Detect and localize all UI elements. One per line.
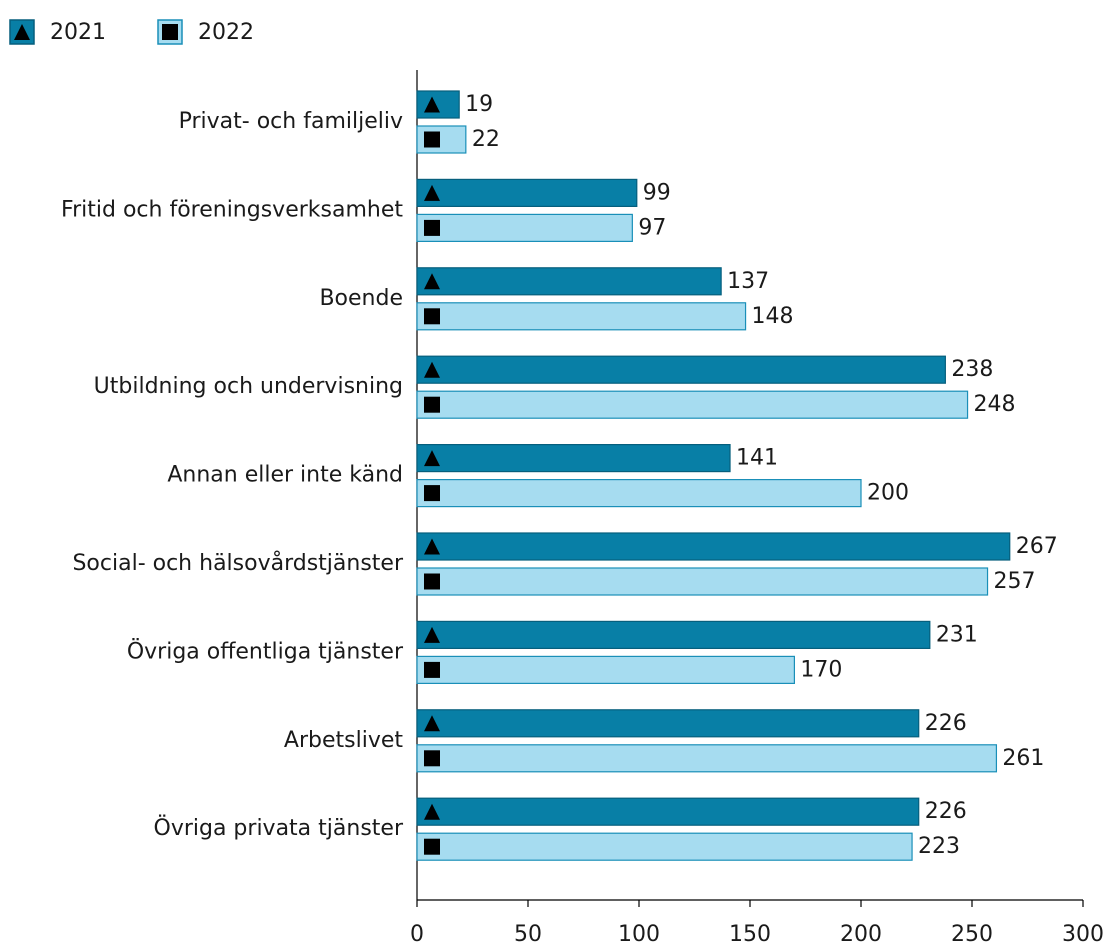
bar — [416, 390, 969, 419]
triangle-icon — [424, 538, 440, 555]
square-icon — [424, 750, 440, 767]
value-label: 231 — [936, 622, 978, 647]
bar — [416, 444, 731, 473]
value-label: 226 — [925, 799, 967, 824]
category-label: Annan eller inte känd — [167, 463, 403, 488]
triangle-icon — [424, 450, 440, 467]
square-icon — [424, 485, 440, 502]
triangle-icon — [424, 715, 440, 732]
value-label: 248 — [974, 392, 1016, 417]
category-label: Social- och hälsovårdstjänster — [72, 550, 403, 576]
value-label: 97 — [638, 215, 666, 240]
legend-label: 2021 — [50, 20, 106, 45]
bar — [416, 213, 633, 242]
value-label: 22 — [472, 127, 500, 152]
bar — [416, 302, 747, 331]
x-tick-label: 300 — [1062, 922, 1104, 947]
square-icon — [424, 396, 440, 413]
value-label: 223 — [918, 834, 960, 859]
bar — [416, 267, 722, 296]
category-label: Privat- och familjeliv — [179, 109, 403, 134]
category-label: Fritid och föreningsverksamhet — [61, 197, 403, 222]
x-tick-label: 250 — [951, 922, 993, 947]
bar — [416, 355, 946, 384]
triangle-icon — [424, 273, 440, 290]
x-tick-label: 0 — [410, 922, 424, 947]
value-label: 137 — [727, 269, 769, 294]
bar — [416, 709, 920, 738]
triangle-icon — [424, 803, 440, 820]
value-label: 267 — [1016, 534, 1058, 559]
bar — [416, 479, 862, 508]
square-icon — [424, 219, 440, 236]
value-label: 19 — [465, 92, 493, 117]
bar — [416, 90, 460, 119]
square-icon — [424, 308, 440, 325]
value-label: 257 — [994, 569, 1036, 594]
category-label: Utbildning och undervisning — [94, 374, 403, 399]
value-label: 170 — [800, 657, 842, 682]
bar — [416, 797, 920, 826]
bar — [416, 744, 998, 773]
square-icon — [424, 838, 440, 855]
legend-label: 2022 — [198, 20, 254, 45]
triangle-icon — [424, 626, 440, 643]
bar — [416, 532, 1011, 561]
value-label: 200 — [867, 481, 909, 506]
x-tick-label: 100 — [618, 922, 660, 947]
square-icon — [162, 24, 178, 40]
value-label: 99 — [643, 180, 671, 205]
square-icon — [424, 573, 440, 590]
bar — [416, 655, 795, 685]
value-label: 148 — [752, 304, 794, 329]
square-icon — [424, 131, 440, 148]
bar — [416, 832, 913, 861]
category-label: Övriga privata tjänster — [154, 815, 404, 841]
x-tick-label: 50 — [514, 922, 542, 947]
square-icon — [424, 661, 440, 678]
x-tick-label: 200 — [840, 922, 882, 947]
triangle-icon — [424, 361, 440, 378]
triangle-icon — [14, 24, 30, 40]
category-label: Boende — [319, 286, 403, 311]
bar — [416, 178, 638, 207]
value-label: 141 — [736, 446, 778, 471]
bar — [416, 567, 989, 596]
category-label: Övriga offentliga tjänster — [127, 638, 404, 664]
value-label: 238 — [951, 357, 993, 382]
value-label: 226 — [925, 711, 967, 736]
triangle-icon — [424, 184, 440, 201]
triangle-icon — [424, 96, 440, 113]
value-label: 261 — [1002, 746, 1044, 771]
x-tick-label: 150 — [729, 922, 771, 947]
bar — [416, 620, 931, 650]
category-label: Arbetslivet — [284, 728, 403, 753]
